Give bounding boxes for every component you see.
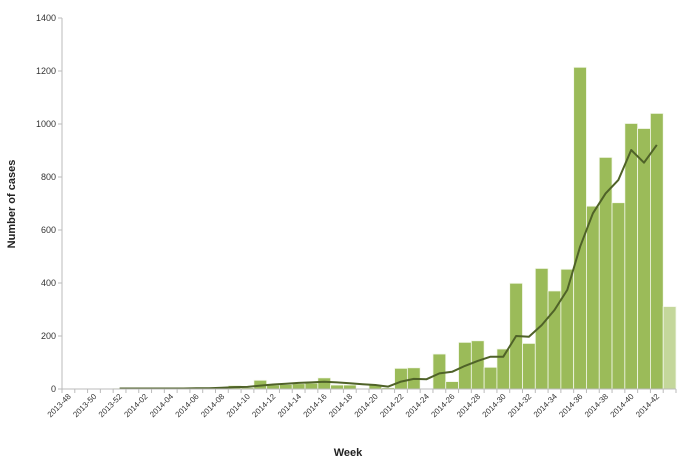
- x-tick-label: 2014-20: [353, 392, 381, 420]
- x-tick-label: 2014-16: [302, 392, 330, 420]
- x-tick-label: 2014-38: [583, 392, 611, 420]
- bar-2014-22: [394, 367, 408, 390]
- x-tick-label: 2014-28: [455, 392, 483, 420]
- bar-2014-36: [573, 66, 587, 390]
- bar-2014-39: [611, 202, 626, 390]
- bar-2014-15: [304, 382, 319, 390]
- bar-2014-26: [445, 381, 459, 390]
- y-tick-label: 800: [41, 172, 56, 182]
- x-tick-label: 2014-32: [506, 392, 534, 420]
- moving-average-line: [119, 144, 658, 390]
- bar-2014-29: [483, 366, 498, 390]
- bar-2014-17: [330, 384, 344, 390]
- x-tick-label: 2014-14: [276, 392, 304, 420]
- x-tick-label: 2014-36: [557, 392, 585, 420]
- x-tick-label: 2014-08: [199, 392, 227, 420]
- x-tick-label: 2014-42: [634, 392, 662, 420]
- x-axis-label: Week: [334, 447, 363, 459]
- bar-2014-43: [662, 306, 677, 390]
- bar-2014-16: [317, 377, 332, 390]
- x-tick-label: 2013-52: [97, 392, 125, 420]
- bar-2014-41: [637, 128, 651, 390]
- bar-2014-34: [547, 290, 562, 390]
- bar-2014-40: [624, 123, 639, 390]
- x-tick-label: 2014-26: [429, 392, 457, 420]
- bar-2014-14: [291, 383, 306, 390]
- bar-2014-37: [586, 205, 600, 390]
- x-tick-label: 2014-40: [609, 392, 637, 420]
- x-tick-label: 2014-12: [250, 392, 278, 420]
- y-tick-label: 600: [41, 225, 56, 235]
- y-tick-label: 200: [41, 331, 56, 341]
- bar-2014-32: [522, 343, 536, 390]
- bar-2014-18: [343, 384, 357, 390]
- x-tick-label: 2013-48: [46, 392, 74, 420]
- x-tick-label: 2014-22: [378, 392, 406, 420]
- y-tick-label: 1400: [36, 13, 56, 23]
- y-axis-label: Number of cases: [6, 160, 18, 249]
- x-tick-label: 2014-18: [327, 392, 355, 420]
- x-tick-label: 2014-34: [532, 392, 560, 420]
- line-group: [119, 144, 658, 390]
- y-tick-label: 0: [51, 384, 56, 394]
- bars-group: [112, 66, 677, 390]
- bar-2014-25: [432, 353, 447, 390]
- x-tick-label: 2013-50: [71, 392, 99, 420]
- x-tick-label: 2014-30: [481, 392, 509, 420]
- y-tick-label: 1000: [36, 119, 56, 129]
- bar-2014-42: [650, 113, 664, 390]
- x-tick-label: 2014-24: [404, 392, 432, 420]
- y-tick-label: 400: [41, 278, 56, 288]
- x-tick-label: 2014-02: [122, 392, 150, 420]
- x-tick-label: 2014-04: [148, 392, 176, 420]
- x-tick-label: 2014-10: [225, 392, 253, 420]
- bar-2014-28: [470, 340, 485, 390]
- bar-2014-13: [279, 384, 293, 390]
- x-tick-label: 2014-06: [174, 392, 202, 420]
- y-tick-label: 1200: [36, 66, 56, 76]
